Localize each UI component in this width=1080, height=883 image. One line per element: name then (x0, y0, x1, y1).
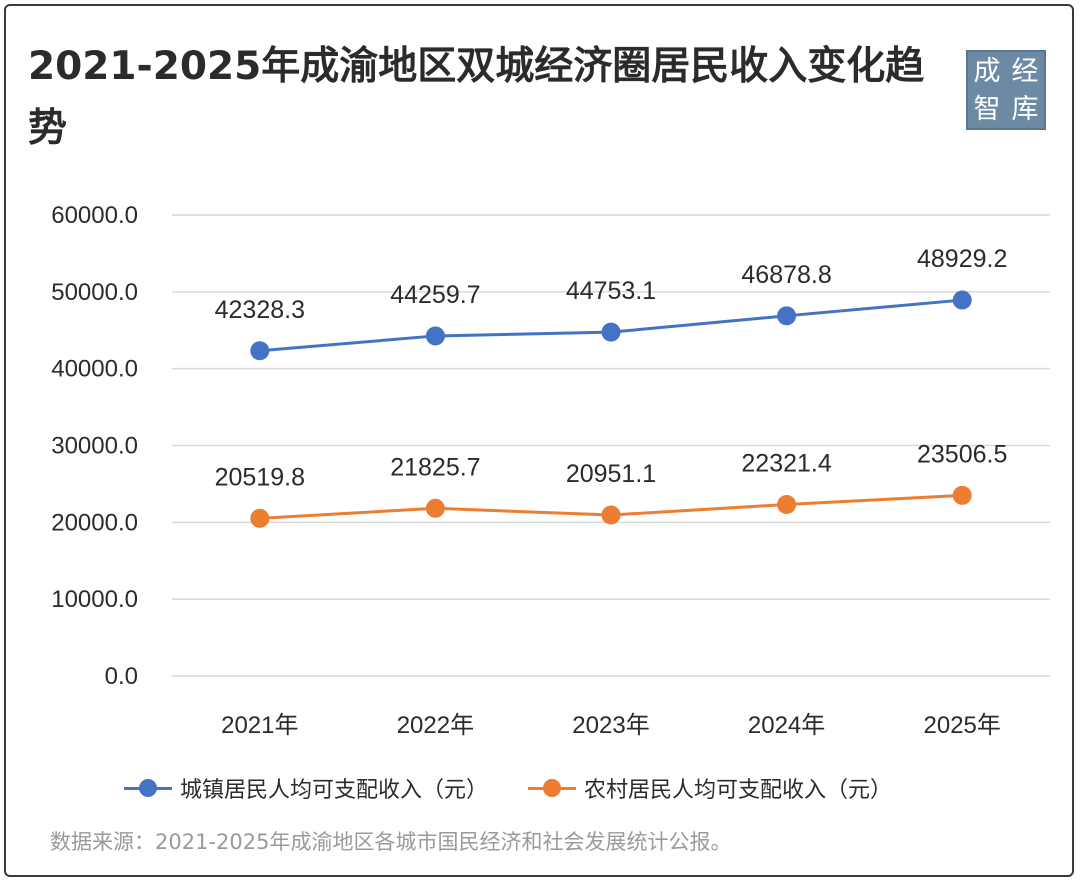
legend-item-rural[interactable]: 农村居民人均可支配收入（元） (528, 772, 892, 804)
data-point (601, 322, 621, 342)
legend-label-rural: 农村居民人均可支配收入（元） (584, 778, 893, 803)
logo-char: 智 (973, 93, 1001, 125)
data-point (425, 498, 445, 518)
legend-swatch-rural (528, 778, 577, 798)
data-label: 48929.2 (917, 245, 1007, 273)
chart-title: 2021-2025年成渝地区双城经济圈居民收入变化趋势 (28, 44, 925, 151)
x-tick-label: 2024年 (748, 712, 825, 739)
legend-swatch-urban (124, 778, 172, 798)
y-tick-label: 0.0 (105, 663, 138, 690)
logo-char: 经 (1011, 55, 1039, 87)
data-point (250, 508, 270, 528)
data-point (777, 306, 797, 326)
data-label: 20519.8 (215, 463, 305, 491)
logo-char: 成 (973, 55, 1001, 87)
legend: 城镇居民人均可支配收入（元） 农村居民人均可支配收入（元） (124, 772, 932, 804)
y-tick-label: 10000.0 (51, 586, 138, 613)
x-tick-label: 2023年 (572, 712, 649, 739)
think-tank-logo: 成 经 智 库 (966, 50, 1046, 130)
data-point (250, 341, 270, 361)
data-label: 42328.3 (215, 296, 305, 324)
data-point (777, 494, 797, 514)
y-tick-label: 60000.0 (51, 202, 138, 229)
y-tick-label: 40000.0 (51, 356, 138, 383)
logo-char: 库 (1011, 93, 1039, 125)
x-tick-label: 2021年 (221, 712, 298, 739)
x-tick-label: 2025年 (924, 712, 1001, 739)
data-label: 20951.1 (566, 460, 656, 488)
legend-item-urban[interactable]: 城镇居民人均可支配收入（元） (124, 772, 488, 804)
data-label: 46878.8 (741, 261, 831, 289)
data-label: 44753.1 (566, 277, 656, 305)
data-point (952, 485, 972, 505)
y-tick-label: 20000.0 (51, 509, 138, 536)
legend-label-urban: 城镇居民人均可支配收入（元） (180, 778, 489, 803)
data-label: 23506.5 (917, 440, 1007, 468)
data-source-note: 数据来源：2021-2025年成渝地区各城市国民经济和社会发展统计公报。 (50, 830, 732, 854)
data-label: 44259.7 (390, 281, 480, 309)
data-label: 22321.4 (741, 449, 831, 477)
data-point (425, 326, 445, 346)
data-label: 21825.7 (390, 453, 480, 481)
chart-frame: 2021-2025年成渝地区双城经济圈居民收入变化趋势 成 经 智 库 0.0 1… (4, 4, 1074, 877)
line-chart: 0.0 10000.0 20000.0 30000.0 40000.0 50000.0 60… (51, 202, 1050, 739)
data-point (952, 290, 972, 310)
y-tick-label: 50000.0 (51, 279, 138, 306)
x-tick-label: 2022年 (397, 712, 474, 739)
data-point (601, 505, 621, 525)
y-tick-label: 30000.0 (51, 433, 138, 460)
